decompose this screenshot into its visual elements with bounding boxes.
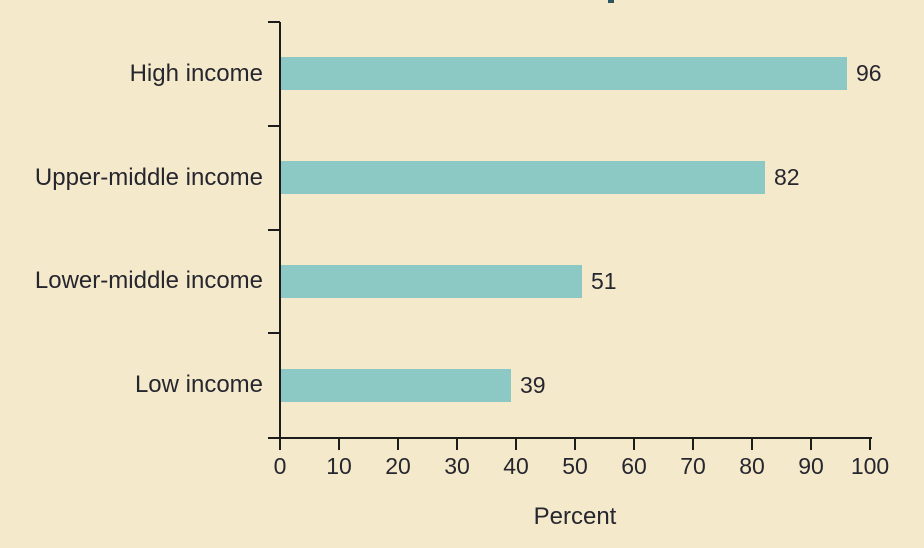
- bar: [281, 57, 847, 91]
- x-axis-tick: [810, 439, 812, 450]
- x-axis-title: Percent: [533, 503, 617, 530]
- bar-value-label: 96: [856, 60, 882, 87]
- x-axis-tick-label: 40: [503, 453, 529, 479]
- x-axis-tick: [692, 439, 694, 450]
- bar-value-label: 39: [520, 371, 546, 398]
- x-axis-tick: [869, 439, 871, 450]
- x-axis-tick-label: 80: [739, 453, 765, 479]
- cropped-title-artifact: [608, 0, 614, 3]
- category-label: Upper-middle income: [34, 163, 263, 191]
- bar: [281, 368, 511, 402]
- y-axis-tick: [268, 332, 280, 335]
- x-axis-tick: [338, 439, 340, 450]
- x-axis-tick: [456, 439, 458, 450]
- x-axis-tick: [751, 439, 753, 450]
- bar: [281, 264, 582, 298]
- x-axis-tick: [574, 439, 576, 450]
- x-axis-tick-label: 30: [444, 453, 470, 479]
- x-axis-tick: [397, 439, 399, 450]
- category-label: Lower-middle income: [34, 267, 263, 295]
- y-axis-line: [279, 22, 281, 439]
- x-axis-tick-label: 60: [621, 453, 647, 479]
- x-axis-tick-label: 90: [798, 453, 824, 479]
- bar: [281, 161, 765, 195]
- x-axis-tick-label: 100: [850, 453, 890, 479]
- y-axis-tick: [268, 124, 280, 127]
- x-axis-tick: [633, 439, 635, 450]
- x-axis-tick-label: 0: [273, 453, 287, 479]
- y-axis-tick: [268, 21, 280, 23]
- x-axis-tick-label: 70: [680, 453, 706, 479]
- category-label: High income: [129, 59, 263, 87]
- bar-value-label: 51: [591, 267, 617, 294]
- y-axis-tick: [268, 228, 280, 231]
- bar-value-label: 82: [774, 164, 800, 191]
- category-label: Low income: [134, 371, 263, 399]
- x-axis-tick-label: 10: [326, 453, 352, 479]
- x-axis-tick: [515, 439, 517, 450]
- x-axis-line: [268, 437, 872, 439]
- x-axis-tick-label: 50: [562, 453, 588, 479]
- x-axis-tick: [279, 439, 281, 450]
- x-axis-tick-label: 20: [385, 453, 411, 479]
